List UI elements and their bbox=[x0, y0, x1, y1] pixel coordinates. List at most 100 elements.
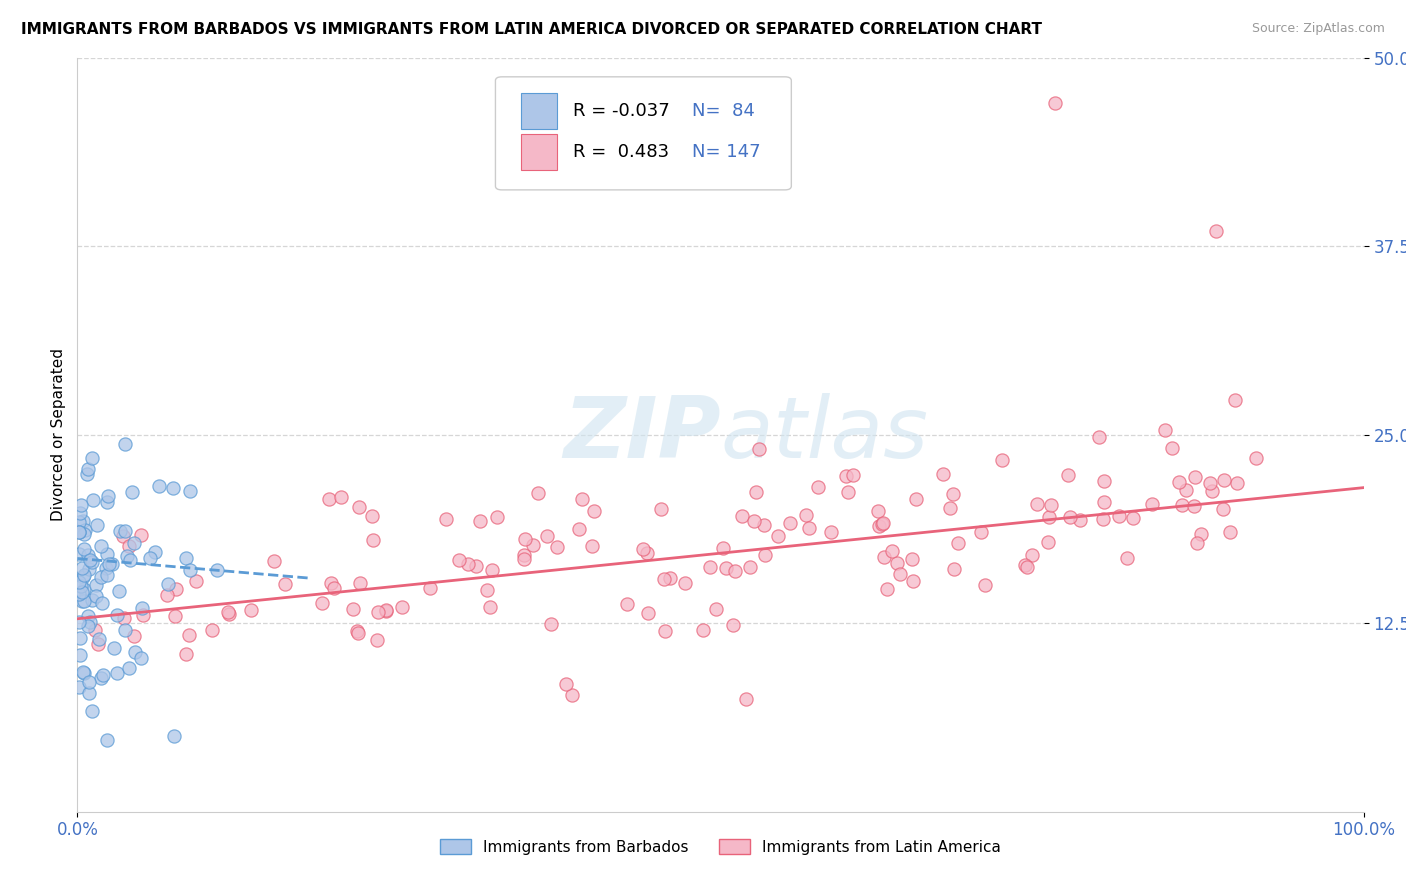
Point bbox=[96, 561, 118, 575]
Point bbox=[904, 492, 927, 507]
Point bbox=[754, 548, 776, 562]
Point bbox=[105, 665, 128, 680]
Text: atlas: atlas bbox=[721, 393, 928, 476]
Point bbox=[1140, 497, 1163, 511]
Point bbox=[1212, 473, 1234, 487]
Text: R =  0.483: R = 0.483 bbox=[572, 144, 669, 161]
Point bbox=[73, 582, 96, 597]
Point bbox=[179, 483, 201, 498]
Point bbox=[72, 570, 94, 584]
Text: IMMIGRANTS FROM BARBADOS VS IMMIGRANTS FROM LATIN AMERICA DIVORCED OR SEPARATED : IMMIGRANTS FROM BARBADOS VS IMMIGRANTS F… bbox=[21, 22, 1042, 37]
Point bbox=[513, 549, 536, 563]
Point bbox=[1154, 423, 1177, 437]
Point bbox=[77, 619, 100, 633]
Point bbox=[873, 549, 896, 564]
Point bbox=[522, 538, 544, 552]
Point bbox=[112, 529, 135, 543]
Point bbox=[174, 550, 197, 565]
Point bbox=[637, 607, 659, 621]
Point bbox=[366, 633, 388, 648]
Point bbox=[162, 481, 184, 495]
Point bbox=[349, 575, 371, 590]
Point bbox=[73, 527, 96, 541]
Point bbox=[79, 615, 101, 629]
Point bbox=[1160, 441, 1182, 455]
Point bbox=[1021, 548, 1043, 562]
Point bbox=[740, 560, 762, 574]
Point bbox=[868, 518, 890, 533]
Point bbox=[704, 602, 727, 616]
Point bbox=[477, 583, 499, 598]
Point bbox=[868, 504, 890, 518]
Point bbox=[1014, 558, 1036, 572]
Point bbox=[724, 564, 747, 578]
Point bbox=[118, 661, 141, 675]
Point bbox=[748, 442, 770, 457]
Point bbox=[121, 484, 143, 499]
Point bbox=[80, 450, 103, 465]
Point bbox=[84, 589, 107, 603]
Point bbox=[1184, 470, 1206, 484]
Point bbox=[201, 623, 224, 637]
Text: N= 147: N= 147 bbox=[692, 144, 761, 161]
Point bbox=[105, 607, 128, 622]
Point bbox=[96, 733, 118, 747]
Point bbox=[69, 579, 91, 593]
Point bbox=[96, 568, 118, 582]
Point bbox=[79, 674, 101, 689]
Point bbox=[349, 500, 371, 515]
Point bbox=[70, 594, 93, 608]
Point bbox=[90, 672, 112, 686]
Point bbox=[1184, 499, 1206, 513]
Point bbox=[654, 572, 676, 586]
Point bbox=[1226, 476, 1249, 491]
Point bbox=[991, 453, 1014, 467]
Point bbox=[347, 626, 370, 640]
Point bbox=[1198, 475, 1220, 490]
Point bbox=[659, 571, 682, 585]
Point bbox=[631, 541, 654, 556]
Point bbox=[73, 568, 96, 582]
Point bbox=[156, 588, 179, 602]
Point bbox=[1205, 224, 1227, 238]
Point bbox=[174, 647, 197, 661]
Point bbox=[143, 545, 166, 559]
Point bbox=[1115, 551, 1137, 566]
Point bbox=[80, 593, 103, 607]
Point bbox=[571, 492, 593, 507]
Point bbox=[360, 509, 382, 524]
Point bbox=[114, 623, 136, 637]
Point bbox=[115, 549, 138, 564]
Point bbox=[434, 511, 457, 525]
Point bbox=[361, 533, 384, 547]
Point bbox=[165, 582, 187, 596]
Point bbox=[79, 553, 101, 567]
Point bbox=[419, 581, 441, 595]
Point bbox=[938, 501, 960, 516]
Point bbox=[122, 535, 145, 549]
Point bbox=[536, 529, 558, 543]
Point bbox=[120, 553, 142, 567]
Point bbox=[96, 548, 118, 562]
Point bbox=[374, 603, 396, 617]
Point bbox=[179, 563, 201, 577]
Point bbox=[91, 667, 114, 681]
Point bbox=[73, 541, 96, 556]
Point bbox=[546, 540, 568, 554]
Point bbox=[1092, 474, 1115, 488]
Point bbox=[1201, 484, 1223, 499]
Point bbox=[96, 495, 118, 509]
Point bbox=[616, 597, 638, 611]
Point bbox=[1092, 512, 1115, 526]
Point bbox=[318, 492, 340, 507]
Point bbox=[72, 665, 94, 679]
Point bbox=[165, 609, 187, 624]
Point bbox=[163, 729, 186, 743]
Point bbox=[835, 469, 858, 483]
Point bbox=[1092, 494, 1115, 508]
Point bbox=[876, 582, 898, 597]
Point bbox=[540, 617, 562, 632]
Point bbox=[67, 524, 90, 539]
Point bbox=[1026, 497, 1049, 511]
Point bbox=[76, 462, 98, 476]
